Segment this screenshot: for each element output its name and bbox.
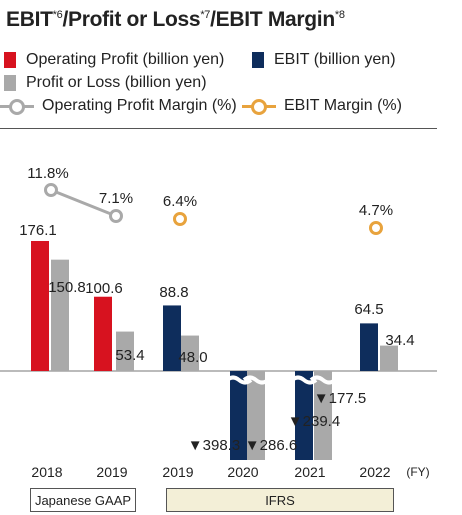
data-label-profit-or-loss: ▼286.6 [245,437,297,454]
data-label-ebit: ▼239.4 [288,413,340,430]
data-label-ebit: 64.5 [354,301,383,318]
x-tick-label: 2019 [162,464,193,480]
data-label-profit-or-loss: 53.4 [115,347,144,364]
era-ifrs: IFRS [166,488,394,512]
legend-ebit-swatch [252,52,264,68]
legend-operating-profit-label: Operating Profit (billion yen) [26,51,225,68]
bar-profit-or-loss [380,345,398,371]
title-footnote-mark: *6 [52,9,63,21]
bar-ebit [360,323,378,371]
title-text: /Profit or Loss [62,8,201,31]
legend-operating-profit: Operating Profit (billion yen) [4,51,224,69]
point-operating-profit-margin [44,183,58,197]
data-label-operating-profit: 100.6 [85,280,123,297]
legend-ebit: EBIT (billion yen) [252,51,396,69]
bar-profit-or-loss [181,335,199,371]
point-operating-profit-margin [109,209,123,223]
data-label-operating-profit: 176.1 [19,222,57,239]
data-label-profit-or-loss: ▼177.5 [314,390,366,407]
x-tick-label: 2018 [31,464,62,480]
legend-profit-or-loss: Profit or Loss (billion yen) [4,74,207,92]
x-tick-label: 2020 [227,464,258,480]
point-ebit-margin [369,221,383,235]
series-line-operating-profit-margin [50,188,117,218]
data-label-operating-profit-margin: 11.8% [27,165,68,182]
era-ifrs-label: IFRS [265,492,295,508]
title-text: EBIT [6,8,53,31]
bar-profit-or-loss [247,371,265,460]
bar-profit-or-loss [116,331,134,371]
legend-divider [0,128,437,129]
bar-operating-profit [94,296,112,371]
point-ebit-margin [173,212,187,226]
legend-ebit-margin: EBIT Margin (%) [242,97,402,115]
axis-break-mark [290,375,318,385]
legend-profit-or-loss-swatch [4,75,16,91]
legend-ebit-label: EBIT (billion yen) [274,51,396,68]
axis-break-mark [225,375,253,385]
bar-profit-or-loss [314,371,332,460]
legend-ebit-margin-icon [242,98,276,115]
axis-break-mark [309,375,337,385]
data-label-ebit: ▼398.3 [188,437,240,454]
x-tick-label: 2022 [359,464,390,480]
legend-operating-profit-margin-icon [0,98,34,115]
axis-break-mark [242,375,270,385]
data-label-profit-or-loss: 48.0 [178,349,207,366]
x-axis-unit: (FY) [406,465,429,479]
chart-title: EBIT*6/Profit or Loss*7/EBIT Margin*8 [6,8,345,32]
bar-ebit [163,305,181,371]
data-label-ebit: 88.8 [159,284,188,301]
legend-operating-profit-margin-label: Operating Profit Margin (%) [42,97,237,114]
legend-profit-or-loss-label: Profit or Loss (billion yen) [26,74,207,91]
era-japanese-gaap: Japanese GAAP [30,488,136,512]
data-label-ebit-margin: 6.4% [163,193,197,210]
legend-operating-profit-margin: Operating Profit Margin (%) [0,97,237,115]
legend-ebit-margin-label: EBIT Margin (%) [284,97,402,114]
bar-operating-profit [31,240,49,371]
era-japanese-gaap-label: Japanese GAAP [34,492,132,508]
bar-ebit [295,371,313,460]
x-tick-label: 2019 [96,464,127,480]
data-label-operating-profit-margin: 7.1% [99,190,133,207]
title-text: /EBIT Margin [210,8,335,31]
title-footnote-mark: *7 [200,9,211,21]
bar-profit-or-loss [51,259,69,371]
data-label-profit-or-loss: 150.8 [48,279,86,296]
data-label-ebit-margin: 4.7% [359,202,393,219]
title-footnote-mark: *8 [334,9,345,21]
data-label-profit-or-loss: 34.4 [385,332,414,349]
bar-ebit [230,371,248,460]
x-tick-label: 2021 [294,464,325,480]
legend-operating-profit-swatch [4,52,16,68]
